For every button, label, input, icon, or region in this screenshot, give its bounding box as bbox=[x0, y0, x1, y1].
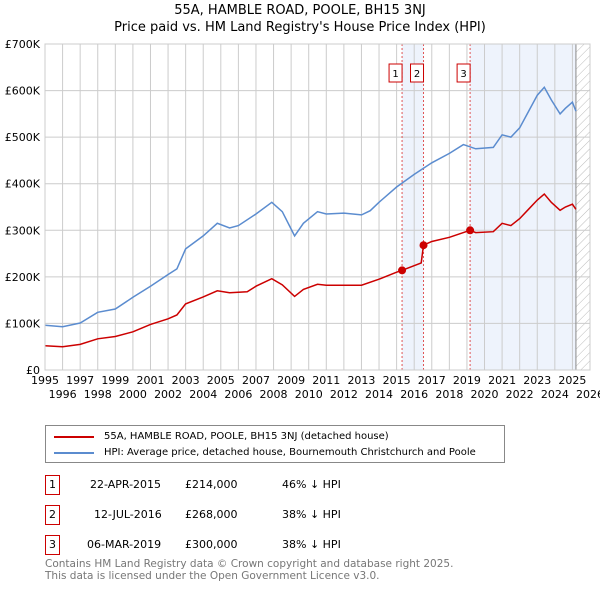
y-tick-label: £0 bbox=[26, 364, 40, 377]
x-tick-label: 2013 bbox=[347, 374, 375, 387]
y-tick-label: £500K bbox=[5, 131, 41, 144]
transaction-number: 1 bbox=[45, 475, 60, 495]
transaction-delta: 38% ↓ HPI bbox=[282, 508, 341, 521]
y-tick-label: £200K bbox=[5, 271, 41, 284]
legend-item-property: 55A, HAMBLE ROAD, POOLE, BH15 3NJ (detac… bbox=[54, 430, 389, 443]
y-tick-label: £600K bbox=[5, 85, 41, 98]
sale-label-box bbox=[410, 63, 425, 83]
x-tick-label: 2004 bbox=[189, 388, 217, 401]
transaction-date: 22-APR-2015 bbox=[90, 478, 162, 491]
transaction-date: 12-JUL-2016 bbox=[94, 508, 162, 521]
x-tick-label: 2001 bbox=[136, 374, 164, 387]
projection-hatch bbox=[575, 44, 590, 370]
x-tick-label: 2009 bbox=[277, 374, 305, 387]
x-tick-label: 2012 bbox=[330, 388, 358, 401]
transaction-number: 2 bbox=[45, 505, 60, 525]
footer-licence: This data is licensed under the Open Gov… bbox=[45, 570, 380, 582]
footer: Contains HM Land Registry data © Crown c… bbox=[45, 558, 453, 582]
x-tick-label: 2008 bbox=[260, 388, 288, 401]
x-tick-label: 2007 bbox=[242, 374, 270, 387]
shaded-period bbox=[402, 44, 424, 370]
transaction-date: 06-MAR-2019 bbox=[87, 538, 162, 551]
price-chart: 1995199619971998199920002001200220032004… bbox=[5, 38, 600, 401]
x-tick-label: 2020 bbox=[471, 388, 499, 401]
sale-point bbox=[419, 241, 428, 250]
sale-label: 1 bbox=[392, 69, 398, 80]
plot-frame bbox=[44, 43, 591, 371]
x-tick-label: 2017 bbox=[418, 374, 446, 387]
transaction-row: 3 06-MAR-2019 £300,000 38% ↓ HPI bbox=[45, 535, 445, 555]
x-tick-label: 1996 bbox=[49, 388, 77, 401]
legend-label: 55A, HAMBLE ROAD, POOLE, BH15 3NJ (detac… bbox=[104, 431, 389, 442]
x-tick-label: 2011 bbox=[312, 374, 340, 387]
sale-label-box bbox=[388, 63, 403, 83]
legend-item-hpi: HPI: Average price, detached house, Bour… bbox=[54, 446, 476, 459]
transaction-row: 2 12-JUL-2016 £268,000 38% ↓ HPI bbox=[45, 505, 445, 525]
transaction-delta: 46% ↓ HPI bbox=[282, 478, 341, 491]
x-tick-label: 2006 bbox=[224, 388, 252, 401]
y-tick-label: £100K bbox=[5, 317, 41, 330]
sale-point bbox=[398, 266, 407, 275]
y-tick-label: £400K bbox=[5, 178, 41, 191]
legend-label: HPI: Average price, detached house, Bour… bbox=[104, 447, 476, 458]
y-tick-label: £300K bbox=[5, 224, 41, 237]
legend: 55A, HAMBLE ROAD, POOLE, BH15 3NJ (detac… bbox=[45, 425, 505, 463]
series-line-property bbox=[44, 192, 577, 348]
x-tick-label: 2021 bbox=[488, 374, 516, 387]
y-tick-label: £700K bbox=[5, 38, 41, 51]
x-tick-label: 2018 bbox=[435, 388, 463, 401]
series-line-hpi bbox=[44, 86, 577, 328]
transaction-row: 1 22-APR-2015 £214,000 46% ↓ HPI bbox=[45, 475, 445, 495]
chart-subtitle: Price paid vs. HM Land Registry's House … bbox=[114, 20, 486, 35]
x-tick-label: 2026 bbox=[576, 388, 600, 401]
x-tick-label: 1999 bbox=[101, 374, 129, 387]
x-tick-label: 2016 bbox=[400, 388, 428, 401]
x-tick-label: 2015 bbox=[383, 374, 411, 387]
legend-line-red bbox=[54, 435, 94, 438]
x-tick-label: 1995 bbox=[31, 374, 59, 387]
sale-point bbox=[466, 226, 475, 235]
transaction-delta: 38% ↓ HPI bbox=[282, 538, 341, 551]
x-tick-label: 2005 bbox=[207, 374, 235, 387]
sale-label: 2 bbox=[414, 69, 420, 80]
legend-line-blue bbox=[54, 451, 94, 454]
chart-title: 55A, HAMBLE ROAD, POOLE, BH15 3NJ bbox=[174, 3, 426, 18]
transaction-price: £214,000 bbox=[185, 478, 238, 491]
footer-copyright: Contains HM Land Registry data © Crown c… bbox=[45, 558, 454, 570]
shaded-period bbox=[470, 44, 576, 370]
x-tick-label: 2019 bbox=[453, 374, 481, 387]
x-tick-label: 2025 bbox=[558, 374, 586, 387]
x-tick-label: 2003 bbox=[172, 374, 200, 387]
x-tick-label: 2024 bbox=[541, 388, 569, 401]
x-tick-label: 2000 bbox=[119, 388, 147, 401]
x-tick-label: 2010 bbox=[295, 388, 323, 401]
transaction-price: £300,000 bbox=[185, 538, 238, 551]
transaction-number: 3 bbox=[45, 535, 60, 555]
sale-label-box bbox=[456, 63, 471, 83]
transaction-price: £268,000 bbox=[185, 508, 238, 521]
x-tick-label: 1998 bbox=[84, 388, 112, 401]
sale-label: 3 bbox=[460, 69, 466, 80]
x-tick-label: 1997 bbox=[66, 374, 94, 387]
x-tick-label: 2002 bbox=[154, 388, 182, 401]
x-tick-label: 2023 bbox=[523, 374, 551, 387]
x-tick-label: 2022 bbox=[506, 388, 534, 401]
x-tick-label: 2014 bbox=[365, 388, 393, 401]
